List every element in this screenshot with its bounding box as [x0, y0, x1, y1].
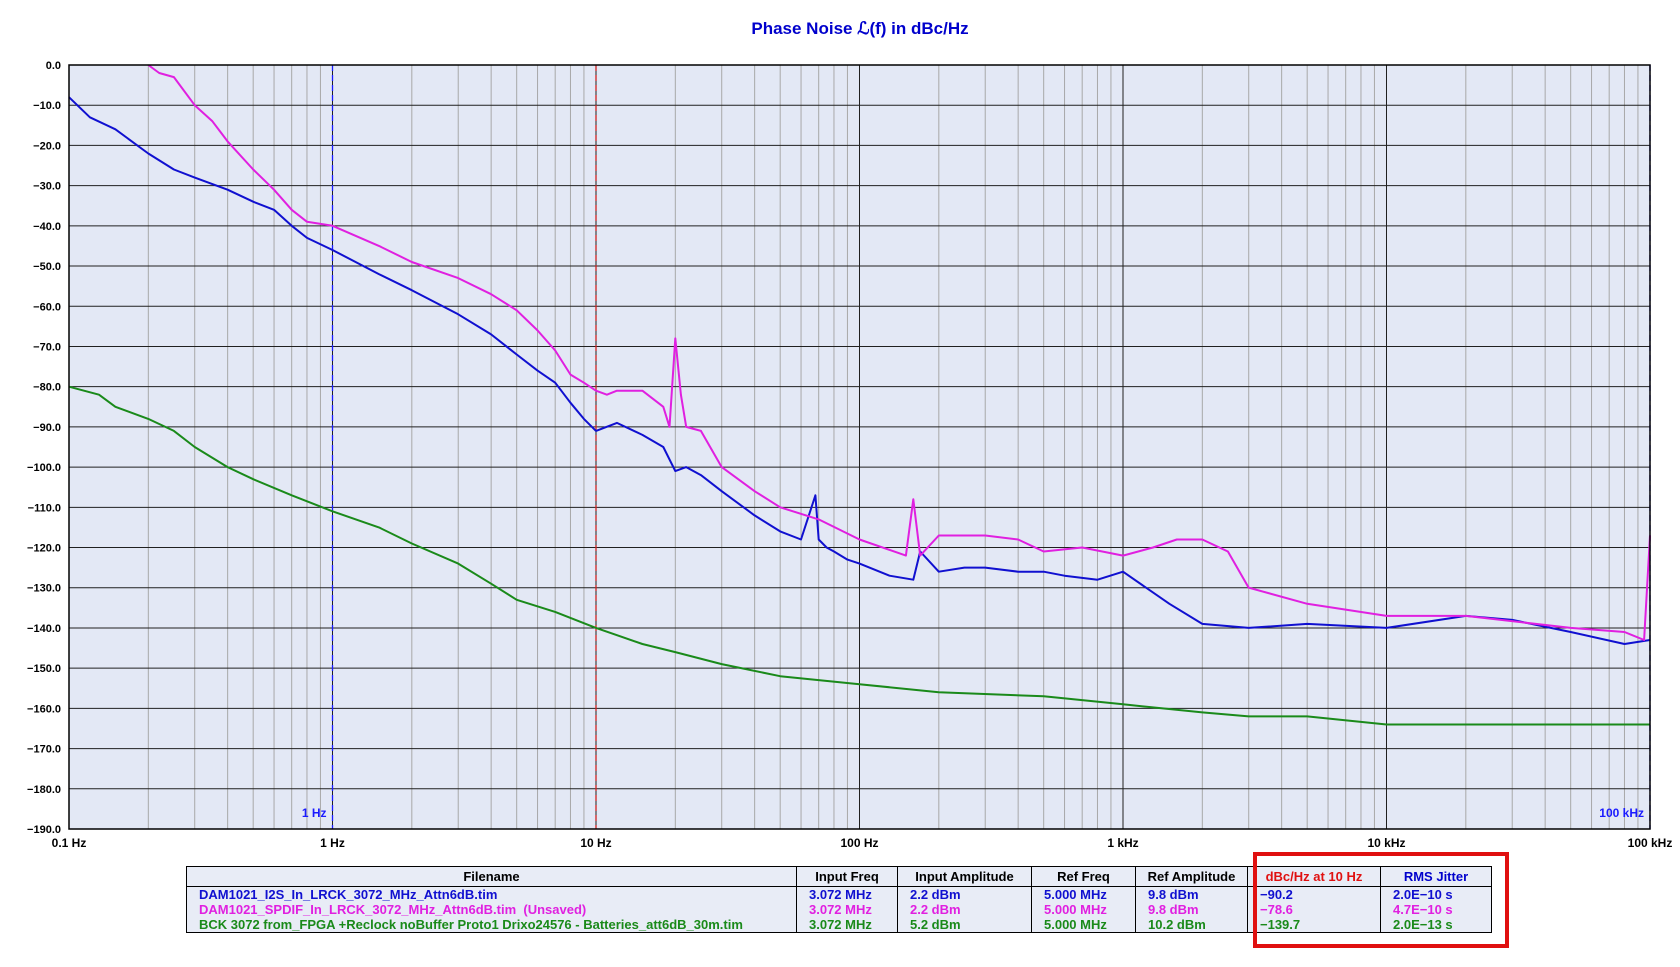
y-tick-label: −60.0	[33, 301, 61, 313]
table-row: BCK 3072 from_FPGA +Reclock noBuffer Pro…	[186, 917, 1492, 933]
rms-jitter-cell: 2.0E−10 s	[1380, 886, 1492, 902]
x-tick-label: 0.1 Hz	[52, 836, 87, 850]
x-tick-label: 1 Hz	[320, 836, 345, 850]
ref-freq-cell: 5.000 MHz	[1031, 886, 1136, 902]
y-tick-label: −30.0	[33, 181, 61, 193]
y-tick-label: −10.0	[33, 100, 61, 112]
filename-cell: DAM1021_I2S_In_LRCK_3072_MHz_Attn6dB.tim	[186, 886, 797, 902]
table-row: DAM1021_SPDIF_In_LRCK_3072_MHz_Attn6dB.t…	[186, 902, 1492, 917]
x-tick-label: 1 kHz	[1107, 836, 1138, 850]
filename-cell: BCK 3072 from_FPGA +Reclock noBuffer Pro…	[186, 917, 797, 933]
series-line-3	[68, 385, 1650, 726]
series-layer	[68, 64, 1651, 726]
series-line-1	[68, 96, 1651, 645]
table-header-row: Filename Input Freq Input Amplitude Ref …	[186, 866, 1492, 887]
input-amplitude-cell: 5.2 dBm	[897, 917, 1032, 933]
input-freq-cell: 3.072 MHz	[796, 917, 898, 933]
rms-jitter-cell: 4.7E−10 s	[1380, 902, 1492, 917]
y-tick-labels: 0.0 −10.0 −20.0 −30.0 −40.0 −50.0 −60.0 −70.0 −8…	[27, 60, 61, 836]
col-input-amplitude: Input Amplitude	[897, 866, 1032, 887]
x-tick-label: 10 kHz	[1367, 836, 1405, 850]
series-line-2	[147, 64, 1651, 641]
trace-info-table: Filename Input Freq Input Amplitude Ref …	[186, 866, 1492, 933]
y-tick-label: −160.0	[27, 703, 61, 715]
y-tick-label: −170.0	[27, 744, 61, 756]
dbc-at-10hz-cell: −90.2	[1247, 886, 1381, 902]
y-tick-label: −50.0	[33, 261, 61, 273]
x-tick-labels: 0.1 Hz 1 Hz 10 Hz 100 Hz 1 kHz 10 kHz 100 kHz	[52, 836, 1673, 850]
ref-amplitude-cell: 10.2 dBm	[1135, 917, 1248, 933]
y-tick-label: −120.0	[27, 543, 61, 555]
dbc-at-10hz-cell: −78.6	[1247, 902, 1381, 917]
ref-amplitude-cell: 9.8 dBm	[1135, 902, 1248, 917]
y-tick-label: −70.0	[33, 341, 61, 353]
y-tick-label: −40.0	[33, 221, 61, 233]
grid-minor	[147, 65, 1639, 829]
chart-title: Phase Noise ℒ(f) in dBc/Hz	[751, 19, 968, 38]
rms-jitter-cell: 2.0E−13 s	[1380, 917, 1492, 933]
marker-label: 100 kHz	[1599, 806, 1644, 820]
plot-frame	[68, 64, 1651, 830]
table-row: DAM1021_I2S_In_LRCK_3072_MHz_Attn6dB.tim…	[186, 886, 1492, 902]
ref-freq-cell: 5.000 MHz	[1031, 902, 1136, 917]
ref-amplitude-cell: 9.8 dBm	[1135, 886, 1248, 902]
input-freq-cell: 3.072 MHz	[796, 902, 898, 917]
y-tick-label: −90.0	[33, 422, 61, 434]
col-rms-jitter: RMS Jitter	[1380, 866, 1492, 887]
input-amplitude-cell: 2.2 dBm	[897, 902, 1032, 917]
col-dbc-at-10hz: dBc/Hz at 10 Hz	[1247, 866, 1381, 887]
y-tick-label: −100.0	[27, 462, 61, 474]
y-tick-label: 0.0	[46, 60, 61, 72]
col-ref-freq: Ref Freq	[1031, 866, 1136, 887]
y-tick-label: −180.0	[27, 784, 61, 796]
marker-label: 1 Hz	[302, 806, 327, 820]
col-input-freq: Input Freq	[796, 866, 898, 887]
y-tick-label: −110.0	[28, 502, 61, 514]
y-tick-label: −140.0	[27, 623, 61, 635]
input-freq-cell: 3.072 MHz	[796, 886, 898, 902]
x-tick-label: 10 Hz	[580, 836, 611, 850]
col-ref-amplitude: Ref Amplitude	[1135, 866, 1248, 887]
dbc-at-10hz-cell: −139.7	[1247, 917, 1381, 933]
ref-freq-cell: 5.000 MHz	[1031, 917, 1136, 933]
filename-cell: DAM1021_SPDIF_In_LRCK_3072_MHz_Attn6dB.t…	[186, 902, 797, 917]
y-tick-label: −130.0	[27, 583, 61, 595]
y-tick-label: −20.0	[33, 140, 61, 152]
input-amplitude-cell: 2.2 dBm	[897, 886, 1032, 902]
x-tick-label: 100 Hz	[840, 836, 878, 850]
y-tick-label: −190.0	[27, 824, 61, 836]
col-filename: Filename	[186, 866, 797, 887]
y-tick-label: −150.0	[27, 663, 61, 675]
y-tick-label: −80.0	[33, 382, 61, 394]
x-tick-label: 100 kHz	[1628, 836, 1673, 850]
